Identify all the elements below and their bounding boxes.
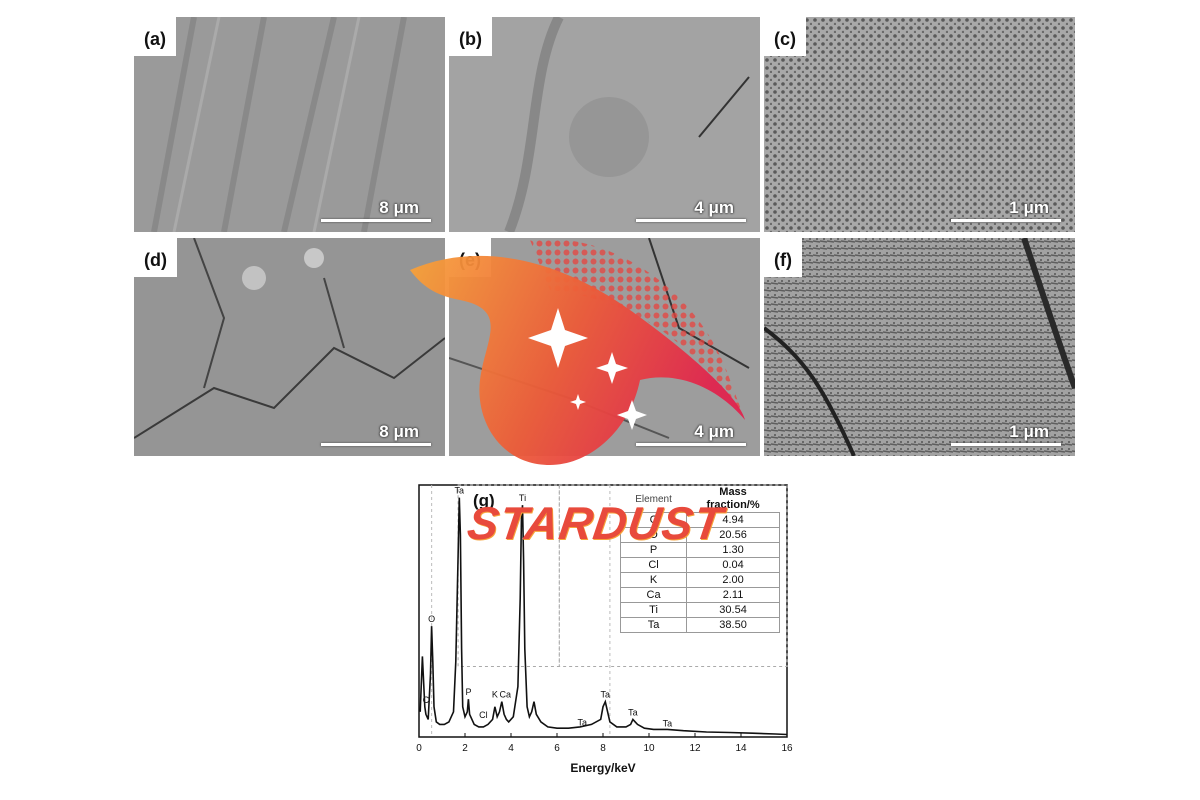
- peak-label: Ca: [499, 690, 511, 700]
- table-header-mass: Mass fraction/%: [687, 486, 780, 513]
- scalebar-a: 8 μm: [321, 198, 431, 222]
- sem-panel-d: (d) 8 μm: [134, 238, 445, 456]
- scalebar-line-c: [951, 219, 1061, 222]
- table-row: Ta 38.50: [619, 617, 780, 633]
- scalebar-label-a: 8 μm: [379, 198, 419, 217]
- table-cell-element: Ti: [619, 602, 688, 618]
- panel-letter-a: (a): [134, 17, 176, 56]
- sem-texture-b: [449, 17, 760, 232]
- x-tick-label: 6: [554, 743, 560, 754]
- sem-panel-b: (b) 4 μm: [449, 17, 760, 232]
- table-row: Cl 0.04: [619, 557, 780, 573]
- mass-fraction-table: Element Mass fraction/% C 4.94 O 20.56 P 1.30 C…: [619, 486, 780, 633]
- table-cell-element: K: [619, 572, 688, 588]
- sem-panel-a: (a) 8 μm: [134, 17, 445, 232]
- scalebar-line-b: [636, 219, 746, 222]
- table-cell-element: Ca: [619, 587, 688, 603]
- x-tick-label: 2: [462, 743, 468, 754]
- peak-label: Ta: [663, 719, 673, 729]
- sem-panel-c: (c) 1 μm: [764, 17, 1075, 232]
- scalebar-label-e: 4 μm: [694, 422, 734, 441]
- table-cell-mass: 38.50: [686, 617, 780, 633]
- peak-label: Ta: [454, 486, 464, 496]
- panel-letter-d: (d): [134, 238, 177, 277]
- table-header-row: Element Mass fraction/%: [621, 486, 780, 513]
- peak-label: Ti: [519, 493, 526, 503]
- x-tick-label: 0: [416, 743, 422, 754]
- table-cell-element: Cl: [619, 557, 688, 573]
- scalebar-b: 4 μm: [636, 198, 746, 222]
- panel-letter-c: (c): [764, 17, 806, 56]
- x-tick-label: 8: [600, 743, 606, 754]
- panel-letter-f: (f): [764, 238, 802, 277]
- scalebar-line-a: [321, 219, 431, 222]
- peak-label: Ta: [578, 717, 588, 727]
- table-cell-mass: 2.11: [686, 587, 780, 603]
- scalebar-e: 4 μm: [636, 422, 746, 446]
- peak-label: K: [492, 690, 498, 700]
- table-header-mass-2: fraction/%: [706, 499, 760, 511]
- scalebar-label-c: 1 μm: [1009, 198, 1049, 217]
- scalebar-c: 1 μm: [951, 198, 1061, 222]
- table-cell-mass: 0.04: [686, 557, 780, 573]
- table-cell-mass: 30.54: [686, 602, 780, 618]
- table-row: Ti 30.54: [619, 602, 780, 618]
- table-row: K 2.00: [619, 572, 780, 588]
- panel-letter-b: (b): [449, 17, 492, 56]
- x-tick-label: 10: [643, 743, 655, 754]
- x-tick-label: 4: [508, 743, 514, 754]
- sem-texture-a: [134, 17, 445, 232]
- spectrum-line: [419, 497, 788, 736]
- table-cell-element: Ta: [619, 617, 688, 633]
- panel-letter-g: (g): [473, 491, 495, 510]
- grid-box: [558, 484, 788, 667]
- sem-texture-c: [764, 17, 1075, 232]
- sem-panel-e: (e) 4 μm: [449, 238, 760, 456]
- sem-texture-f: [764, 238, 1075, 456]
- panel-letter-e: (e): [449, 238, 491, 277]
- table-row: O 20.56: [619, 527, 780, 543]
- table-header-mass-1: Mass: [719, 486, 747, 498]
- table-row: Ca 2.11: [619, 587, 780, 603]
- table-cell-mass: 2.00: [686, 572, 780, 588]
- peak-label: O: [428, 614, 435, 624]
- scalebar-line-f: [951, 443, 1061, 446]
- scalebar-label-f: 1 μm: [1009, 422, 1049, 441]
- x-axis-label: Energy/keV: [570, 761, 635, 775]
- peak-label: P: [465, 687, 471, 697]
- x-tick-label: 14: [735, 743, 747, 754]
- x-tick-label: 12: [689, 743, 701, 754]
- sem-texture-d: [134, 238, 445, 456]
- table-header-element: Element: [635, 493, 672, 505]
- peak-label: Ta: [601, 690, 611, 700]
- peak-label: Ta: [628, 707, 638, 717]
- scalebar-line-e: [636, 443, 746, 446]
- sem-panel-f: (f) 1 μm: [764, 238, 1075, 456]
- peak-label: Cl: [479, 710, 488, 720]
- watermark-text: STARDUST: [464, 497, 727, 549]
- x-tick-label: 16: [781, 743, 793, 754]
- peak-label: C: [423, 695, 430, 705]
- scalebar-label-d: 8 μm: [379, 422, 419, 441]
- scalebar-line-d: [321, 443, 431, 446]
- scalebar-d: 8 μm: [321, 422, 431, 446]
- scalebar-f: 1 μm: [951, 422, 1061, 446]
- scalebar-label-b: 4 μm: [694, 198, 734, 217]
